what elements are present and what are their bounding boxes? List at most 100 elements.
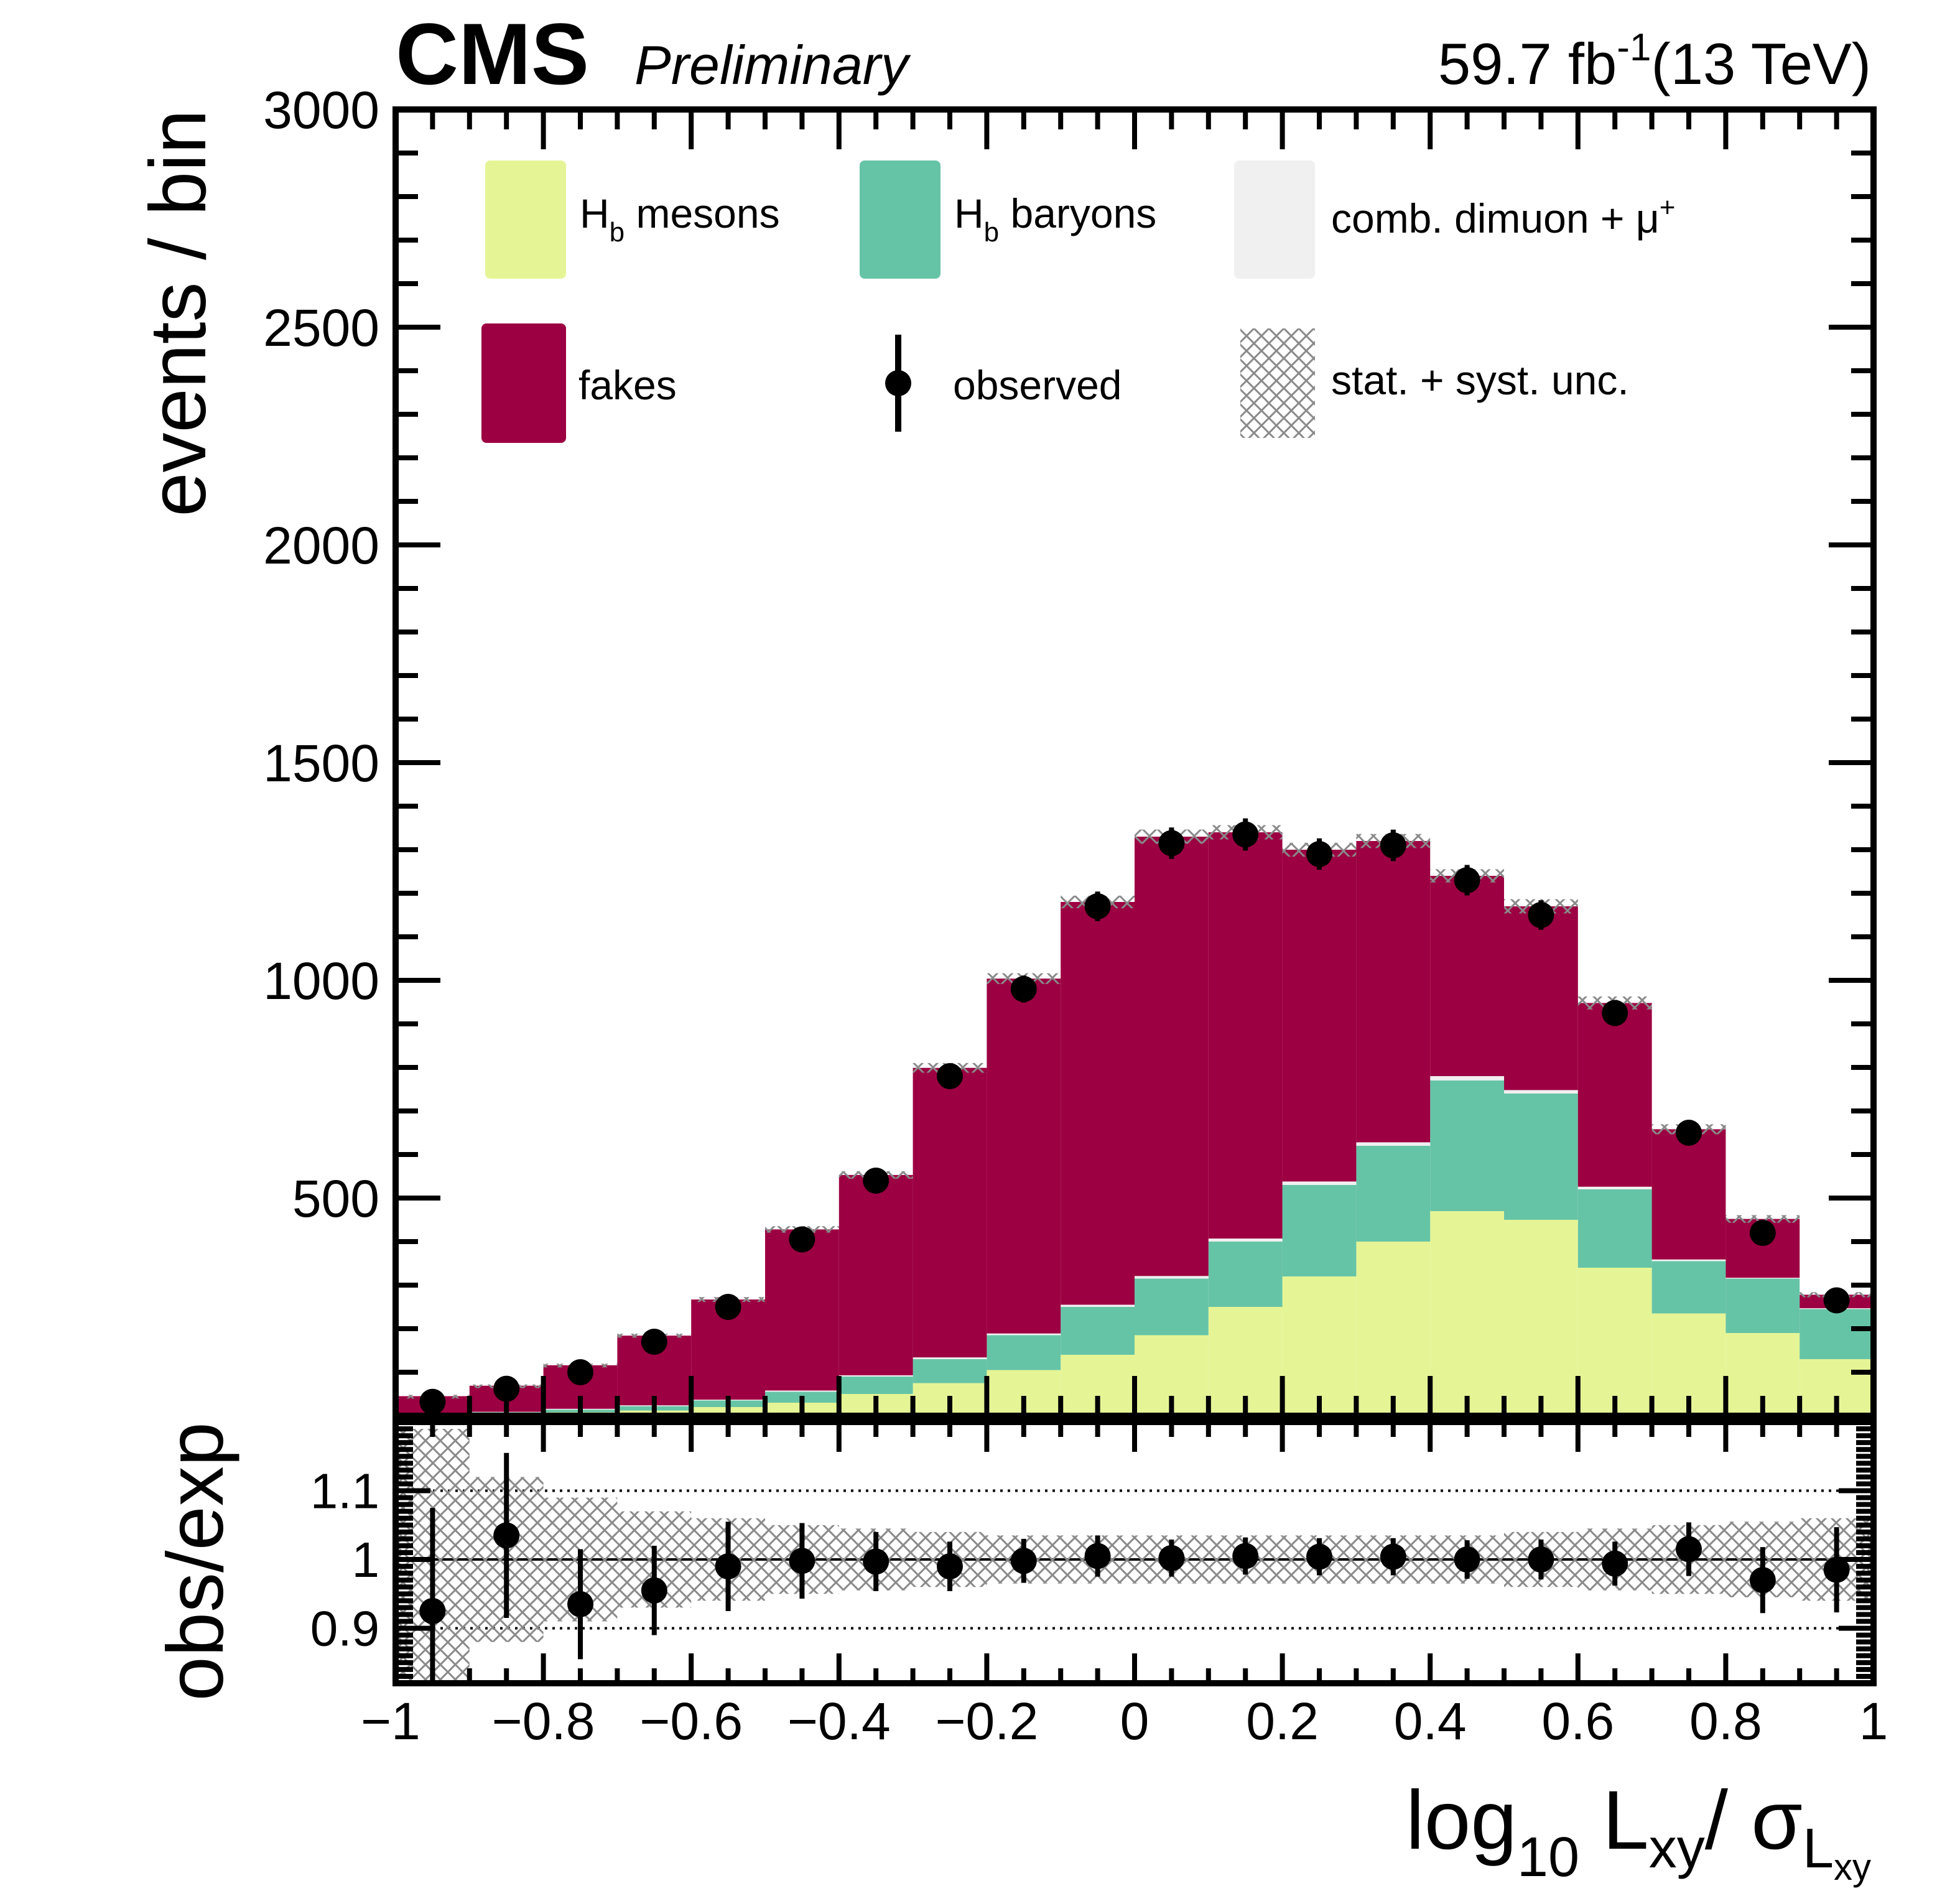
bar-h-b-baryons-17 — [1651, 1261, 1726, 1314]
bar-fakes-11 — [1208, 832, 1283, 1239]
legend-label-observed: observed — [953, 362, 1122, 408]
observed-point-19 — [1823, 1287, 1850, 1314]
legend-swatch-mesons — [485, 160, 566, 279]
xtick-label-8: 0.6 — [1541, 1692, 1614, 1750]
legend-label-comb: comb. dimuon + μ+ — [1331, 192, 1675, 241]
bar-h-b-baryons-12 — [1282, 1185, 1357, 1276]
ratio-uncertainty-band — [396, 1429, 1874, 1683]
bar-fakes-14 — [1430, 876, 1504, 1076]
main-ytick-label-1000: 1000 — [263, 952, 379, 1010]
x-title-l: L — [1579, 1774, 1649, 1867]
xtick-label-2: −0.6 — [639, 1692, 743, 1750]
x-title-log-sub: 10 — [1517, 1826, 1579, 1889]
legend-label-baryons: Hb baryons — [954, 190, 1156, 248]
observed-point-1 — [493, 1375, 520, 1402]
ratio-point-0 — [419, 1597, 446, 1624]
bar-fakes-7 — [913, 1067, 987, 1358]
main-unc-18 — [1725, 1215, 1800, 1223]
ratio-point-17 — [1676, 1536, 1702, 1563]
ratio-point-12 — [1306, 1543, 1332, 1570]
bar-fakes-9 — [1061, 902, 1135, 1305]
bar-comb-dimuon--9 — [1061, 1304, 1135, 1307]
xtick-label-7: 0.4 — [1394, 1692, 1467, 1750]
bar-h-b-mesons-16 — [1577, 1268, 1652, 1416]
ratio-points — [419, 1452, 1850, 1683]
luminosity-label: 59.7 fb-1(13 TeV) — [1438, 26, 1871, 96]
observed-point-5 — [789, 1226, 815, 1253]
xtick-label-0: −1 — [361, 1692, 420, 1750]
xtick-label-9: 0.8 — [1689, 1692, 1762, 1750]
main-ytick-label-2000: 2000 — [263, 516, 379, 575]
ratio-point-18 — [1749, 1567, 1776, 1594]
observed-point-14 — [1454, 867, 1480, 893]
bar-comb-dimuon--14 — [1430, 1076, 1504, 1080]
ratio-ytick-label-0.9: 0.9 — [310, 1601, 379, 1656]
bar-fakes-8 — [987, 978, 1061, 1334]
energy-label: (13 TeV) — [1651, 31, 1871, 96]
lumi-exponent: -1 — [1617, 26, 1651, 69]
x-title-log: log — [1406, 1774, 1517, 1867]
observed-point-2 — [567, 1359, 593, 1385]
observed-point-18 — [1749, 1220, 1776, 1246]
main-ytick-label-2500: 2500 — [263, 299, 379, 357]
bar-comb-dimuon--12 — [1282, 1181, 1357, 1185]
observed-point-15 — [1528, 902, 1554, 928]
legend: Hb mesons Hb baryons comb. dimuon + μ+ f… — [481, 160, 1675, 443]
observed-point-10 — [1158, 830, 1185, 857]
main-ytick-label-500: 500 — [292, 1169, 379, 1228]
ratio-point-8 — [1010, 1548, 1037, 1574]
bar-comb-dimuon--7 — [913, 1357, 987, 1359]
ratio-point-16 — [1602, 1550, 1628, 1577]
legend-observed-marker — [885, 370, 911, 396]
x-title-sigma-subsub: xy — [1834, 1846, 1871, 1888]
ratio-point-13 — [1380, 1543, 1406, 1570]
bar-fakes-13 — [1356, 841, 1431, 1143]
xtick-label-1: −0.8 — [492, 1692, 595, 1750]
observed-point-11 — [1232, 821, 1259, 848]
ratio-point-10 — [1158, 1545, 1185, 1571]
xtick-label-5: 0 — [1120, 1692, 1150, 1750]
observed-point-8 — [1010, 976, 1037, 1002]
bar-h-b-baryons-9 — [1061, 1307, 1135, 1355]
bar-h-b-mesons-15 — [1504, 1220, 1578, 1416]
ratio-point-4 — [715, 1553, 741, 1580]
observed-point-6 — [863, 1168, 889, 1194]
bar-h-b-baryons-8 — [987, 1335, 1061, 1370]
xtick-label-4: −0.2 — [935, 1692, 1038, 1750]
observed-point-3 — [641, 1329, 667, 1355]
bar-comb-dimuon--15 — [1504, 1090, 1578, 1094]
observed-point-7 — [937, 1063, 963, 1089]
observed-points — [419, 818, 1850, 1415]
main-ytick-label-1500: 1500 — [263, 734, 379, 792]
bar-h-b-baryons-13 — [1356, 1146, 1431, 1242]
stacked-histograms — [396, 832, 1874, 1416]
status-label: Preliminary — [634, 34, 911, 96]
ratio-point-14 — [1454, 1546, 1480, 1573]
observed-point-4 — [715, 1294, 741, 1320]
xtick-label-6: 0.2 — [1246, 1692, 1319, 1750]
observed-point-9 — [1084, 893, 1111, 919]
ratio-point-6 — [863, 1548, 889, 1575]
x-title-sigma: / σ — [1705, 1774, 1803, 1867]
legend-label-unc: stat. + syst. unc. — [1331, 357, 1629, 403]
ratio-point-19 — [1823, 1556, 1850, 1583]
bar-h-b-baryons-18 — [1725, 1278, 1800, 1333]
ratio-point-2 — [567, 1591, 593, 1617]
bar-h-b-baryons-15 — [1504, 1094, 1578, 1220]
ratio-point-3 — [641, 1577, 667, 1604]
bar-comb-dimuon--8 — [987, 1333, 1061, 1336]
tick-labels: 500 1000 1500 2000 2500 3000 −1 −0.8 −0.6 −0.4 −0.… — [263, 81, 1888, 1750]
bar-comb-dimuon--5 — [765, 1390, 839, 1392]
lumi-value: 59.7 fb — [1438, 31, 1617, 96]
legend-swatch-baryons — [860, 160, 941, 279]
legend-swatch-fakes — [481, 323, 566, 443]
bar-comb-dimuon--16 — [1577, 1186, 1652, 1189]
bar-h-b-baryons-14 — [1430, 1080, 1504, 1211]
bar-h-b-baryons-10 — [1135, 1278, 1209, 1336]
observed-point-12 — [1306, 841, 1332, 867]
ratio-y-axis-title: obs/exp — [151, 1422, 240, 1701]
legend-label-fakes: fakes — [578, 362, 677, 408]
ratio-point-7 — [937, 1553, 963, 1580]
legend-swatch-unc — [1240, 328, 1315, 438]
